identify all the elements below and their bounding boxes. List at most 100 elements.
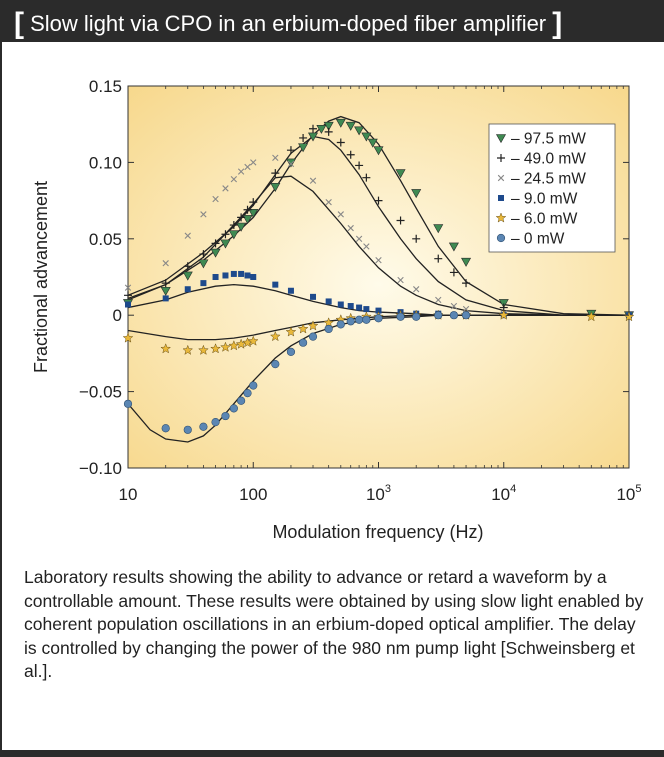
point-square-3 [200, 280, 207, 287]
point-x-22 [450, 302, 458, 310]
point-star-12 [297, 323, 309, 334]
point-circle-11 [286, 347, 296, 356]
point-triangle-13 [307, 132, 319, 142]
left-rule [0, 42, 2, 750]
point-plus-21 [412, 234, 421, 243]
point-circle-17 [354, 315, 364, 324]
point-x-3 [200, 211, 207, 218]
point-x-23 [462, 305, 470, 313]
x-tick-label: 103 [366, 483, 391, 504]
point-triangle-1 [160, 286, 171, 296]
point-circle-23 [449, 311, 459, 320]
bottom-rule [0, 750, 664, 757]
point-plus-3 [199, 250, 208, 259]
point-square-7 [238, 270, 245, 277]
figure-header: [ Slow light via CPO in an erbium-doped … [0, 0, 664, 42]
point-star-5 [220, 341, 231, 352]
x-tick-label: 100 [239, 485, 267, 504]
point-plus-10 [271, 169, 280, 178]
point-square-11 [287, 287, 294, 294]
point-plus-9 [249, 198, 258, 207]
point-square-8 [244, 272, 251, 279]
point-plus-2 [183, 262, 192, 271]
point-triangle-19 [361, 132, 372, 142]
point-x-16 [355, 235, 363, 242]
point-plus-4 [211, 239, 220, 248]
point-x-17 [363, 243, 370, 250]
point-plus-15 [336, 138, 345, 147]
point-x-18 [375, 257, 382, 264]
point-circle-12 [298, 338, 308, 347]
legend-label: – 24.5 mW [511, 171, 586, 188]
point-triangle-9 [248, 209, 259, 218]
legend: – 97.5 mW – 49.0 mW – 24.5 mW – 9.0 mW – 6.0… [488, 123, 616, 253]
axis-ticks: 0.15 0.10 0.05 0 −0.05 −0.10 10 100 103 104 105 [79, 77, 642, 504]
point-square-2 [184, 286, 191, 293]
point-triangle-22 [395, 169, 406, 179]
x-tick-label: 10 [119, 485, 138, 504]
point-star-1 [160, 343, 172, 354]
y-tick-label: −0.05 [79, 383, 122, 402]
point-square-15 [347, 303, 354, 310]
legend-marker-circle [496, 233, 506, 243]
point-circle-18 [362, 315, 371, 324]
data-points [122, 118, 635, 434]
point-plus-0 [124, 291, 132, 300]
point-circle-8 [243, 389, 252, 398]
point-plus-18 [362, 173, 371, 182]
point-star-10 [269, 330, 281, 342]
point-triangle-20 [367, 138, 378, 148]
point-triangle-21 [373, 146, 384, 156]
x-axis-label: Modulation frequency (Hz) [272, 522, 483, 542]
point-plus-24 [462, 279, 471, 288]
y-tick-label: 0.05 [89, 230, 122, 249]
point-circle-16 [346, 317, 355, 326]
point-triangle-15 [323, 121, 334, 131]
legend-marker-x [497, 174, 505, 182]
figure-title-text: Slow light via CPO in an erbium-doped fi… [30, 11, 547, 36]
point-x-12 [309, 177, 317, 184]
point-plus-19 [374, 196, 383, 205]
legend-label: – 6.0 mW [511, 211, 578, 228]
point-circle-13 [308, 332, 318, 341]
point-x-1 [162, 260, 169, 267]
point-square-14 [337, 301, 344, 308]
point-star-2 [182, 344, 194, 355]
y-tick-label: 0 [113, 306, 122, 325]
point-circle-22 [434, 311, 443, 320]
point-triangle-8 [242, 215, 253, 225]
point-triangle-24 [433, 224, 444, 234]
legend-marker-star [495, 212, 507, 223]
point-triangle-2 [182, 271, 193, 281]
point-x-8 [244, 163, 251, 171]
figure-caption: Laboratory results showing the ability t… [24, 567, 644, 681]
point-x-0 [124, 284, 132, 291]
point-x-4 [212, 195, 219, 203]
point-star-23 [498, 309, 510, 320]
legend-box [488, 123, 616, 253]
point-square-17 [363, 306, 370, 313]
point-circle-3 [199, 422, 208, 431]
point-square-5 [222, 272, 229, 279]
point-plus-6 [229, 221, 238, 230]
point-circle-10 [271, 359, 280, 369]
point-x-21 [435, 296, 442, 304]
legend-label: – 97.5 mW [511, 131, 586, 148]
fit-curve-2 [128, 175, 629, 316]
point-circle-6 [229, 404, 238, 413]
legend-label: – 0 mW [511, 231, 565, 248]
point-triangle-10 [270, 183, 281, 192]
point-star-3 [197, 344, 209, 355]
left-bracket: [ [14, 7, 24, 40]
point-square-4 [212, 274, 219, 280]
x-tick-label: 105 [616, 483, 641, 504]
point-square-13 [325, 298, 332, 305]
point-square-16 [356, 304, 363, 311]
point-star-9 [247, 335, 259, 346]
point-x-9 [250, 159, 257, 166]
point-triangle-18 [354, 126, 365, 136]
point-triangle-3 [198, 259, 209, 269]
legend-marker-triangle [495, 134, 507, 144]
point-star-11 [285, 326, 297, 337]
